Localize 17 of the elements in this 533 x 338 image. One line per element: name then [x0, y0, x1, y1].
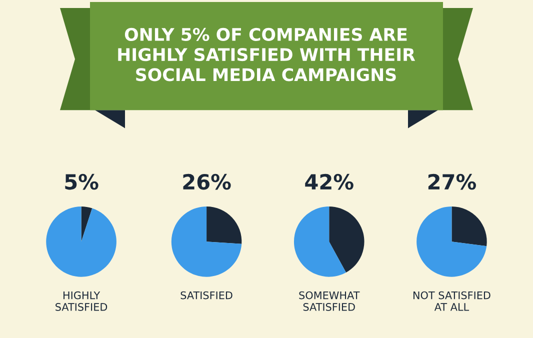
chart-title: 27% [428, 174, 476, 190]
pie-slice [294, 206, 346, 277]
pie-slice [81, 206, 92, 242]
pie-slice [329, 206, 364, 272]
pie-slice [416, 206, 487, 277]
text: SATISFIED [180, 291, 232, 300]
pie-slice [171, 206, 242, 277]
chart-title: 26% [183, 174, 231, 190]
text: HIGHLY SATISFIED [56, 291, 108, 311]
chart-title: 5% [65, 174, 98, 190]
pie-slice [46, 206, 116, 277]
chart-title: 42% [305, 174, 354, 190]
pie-slice [206, 206, 242, 244]
text: SOMEWHAT SATISFIED [299, 291, 360, 311]
text: ONLY 5% OF COMPANIES ARE HIGHLY SATISFIED WITH THEIR SOCIAL MEDIA CAMPAIGNS [118, 28, 416, 82]
text: NOT SATISFIED AT ALL [413, 291, 490, 311]
pie-slice [452, 206, 487, 246]
